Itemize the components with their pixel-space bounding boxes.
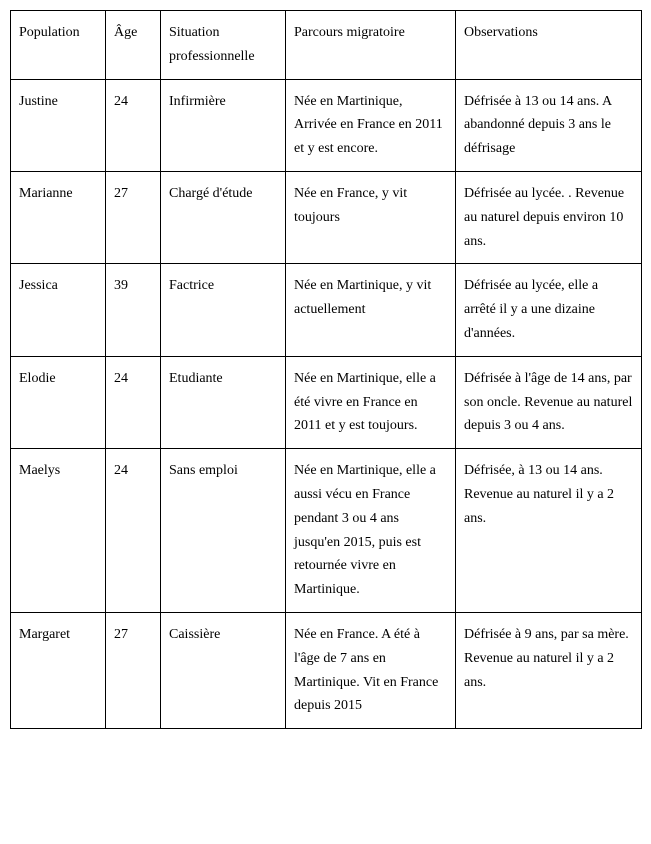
cell-observations: Défrisée, à 13 ou 14 ans. Revenue au nat… (456, 449, 642, 613)
cell-age: 24 (106, 79, 161, 171)
table-row: Jessica 39 Factrice Née en Martinique, y… (11, 264, 642, 356)
table-row: Maelys 24 Sans emploi Née en Martinique,… (11, 449, 642, 613)
col-header-situation: Situation professionnelle (161, 11, 286, 80)
cell-population: Maelys (11, 449, 106, 613)
cell-parcours: Née en France. A été à l'âge de 7 ans en… (286, 612, 456, 728)
cell-age: 24 (106, 356, 161, 448)
cell-parcours: Née en France, y vit toujours (286, 171, 456, 263)
cell-population: Margaret (11, 612, 106, 728)
table-row: Marianne 27 Chargé d'étude Née en France… (11, 171, 642, 263)
cell-observations: Défrisée au lycée. . Revenue au naturel … (456, 171, 642, 263)
col-header-observations: Observations (456, 11, 642, 80)
cell-observations: Défrisée à 9 ans, par sa mère. Revenue a… (456, 612, 642, 728)
cell-parcours: Née en Martinique, elle a été vivre en F… (286, 356, 456, 448)
cell-age: 39 (106, 264, 161, 356)
cell-age: 27 (106, 171, 161, 263)
cell-observations: Défrisée à 13 ou 14 ans. A abandonné dep… (456, 79, 642, 171)
table-row: Elodie 24 Etudiante Née en Martinique, e… (11, 356, 642, 448)
col-header-parcours: Parcours migratoire (286, 11, 456, 80)
table-header-row: Population Âge Situation professionnelle… (11, 11, 642, 80)
cell-parcours: Née en Martinique, elle a aussi vécu en … (286, 449, 456, 613)
cell-population: Justine (11, 79, 106, 171)
cell-population: Elodie (11, 356, 106, 448)
table-row: Margaret 27 Caissière Née en France. A é… (11, 612, 642, 728)
cell-situation: Sans emploi (161, 449, 286, 613)
cell-age: 27 (106, 612, 161, 728)
cell-situation: Chargé d'étude (161, 171, 286, 263)
cell-situation: Infirmière (161, 79, 286, 171)
cell-observations: Défrisée à l'âge de 14 ans, par son oncl… (456, 356, 642, 448)
cell-population: Jessica (11, 264, 106, 356)
cell-observations: Défrisée au lycée, elle a arrêté il y a … (456, 264, 642, 356)
cell-situation: Etudiante (161, 356, 286, 448)
cell-parcours: Née en Martinique, Arrivée en France en … (286, 79, 456, 171)
cell-age: 24 (106, 449, 161, 613)
cell-parcours: Née en Martinique, y vit actuellement (286, 264, 456, 356)
col-header-age: Âge (106, 11, 161, 80)
col-header-population: Population (11, 11, 106, 80)
cell-situation: Factrice (161, 264, 286, 356)
cell-population: Marianne (11, 171, 106, 263)
table-row: Justine 24 Infirmière Née en Martinique,… (11, 79, 642, 171)
population-table: Population Âge Situation professionnelle… (10, 10, 642, 729)
cell-situation: Caissière (161, 612, 286, 728)
